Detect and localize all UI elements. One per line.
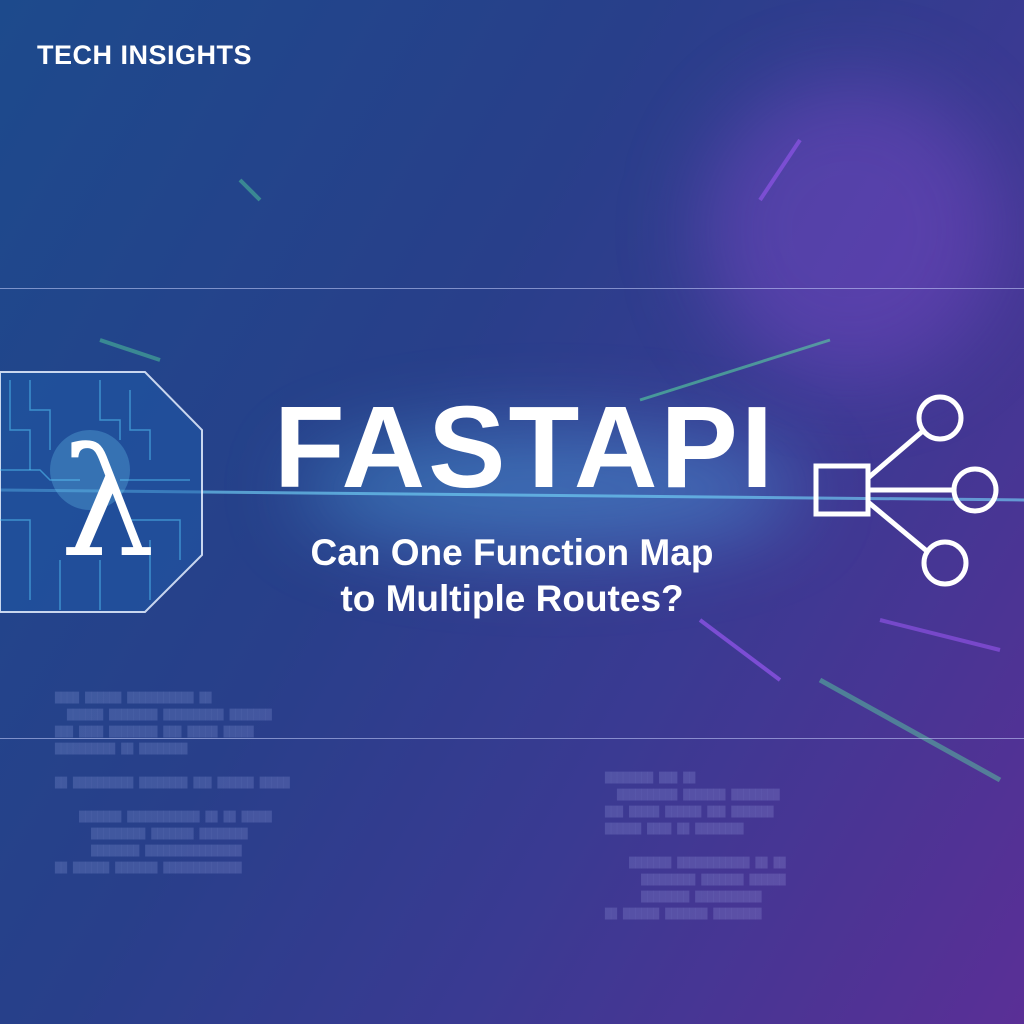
subtitle-line-1: Can One Function Map [310,532,714,573]
background-glow [300,430,800,550]
bottom-divider [0,738,1024,739]
page-title: FASTAPI [273,382,777,512]
subtitle-line-2: to Multiple Routes? [340,578,684,619]
lambda-icon: λ [60,417,155,591]
blurred-code-right: ████████ ███ ██ ██████████ ███████ █████… [605,773,786,920]
brand-label: TECH INSIGHTS [37,40,253,70]
route-branch-icon [813,394,999,587]
blurred-code-left: ████ ██████ ███████████ ██ ██████ ██████… [55,693,290,874]
subtitle: Can One Function Map to Multiple Routes? [0,530,1024,622]
circuit-box [0,371,203,613]
background-glow [700,80,1000,380]
top-divider [0,288,1024,289]
